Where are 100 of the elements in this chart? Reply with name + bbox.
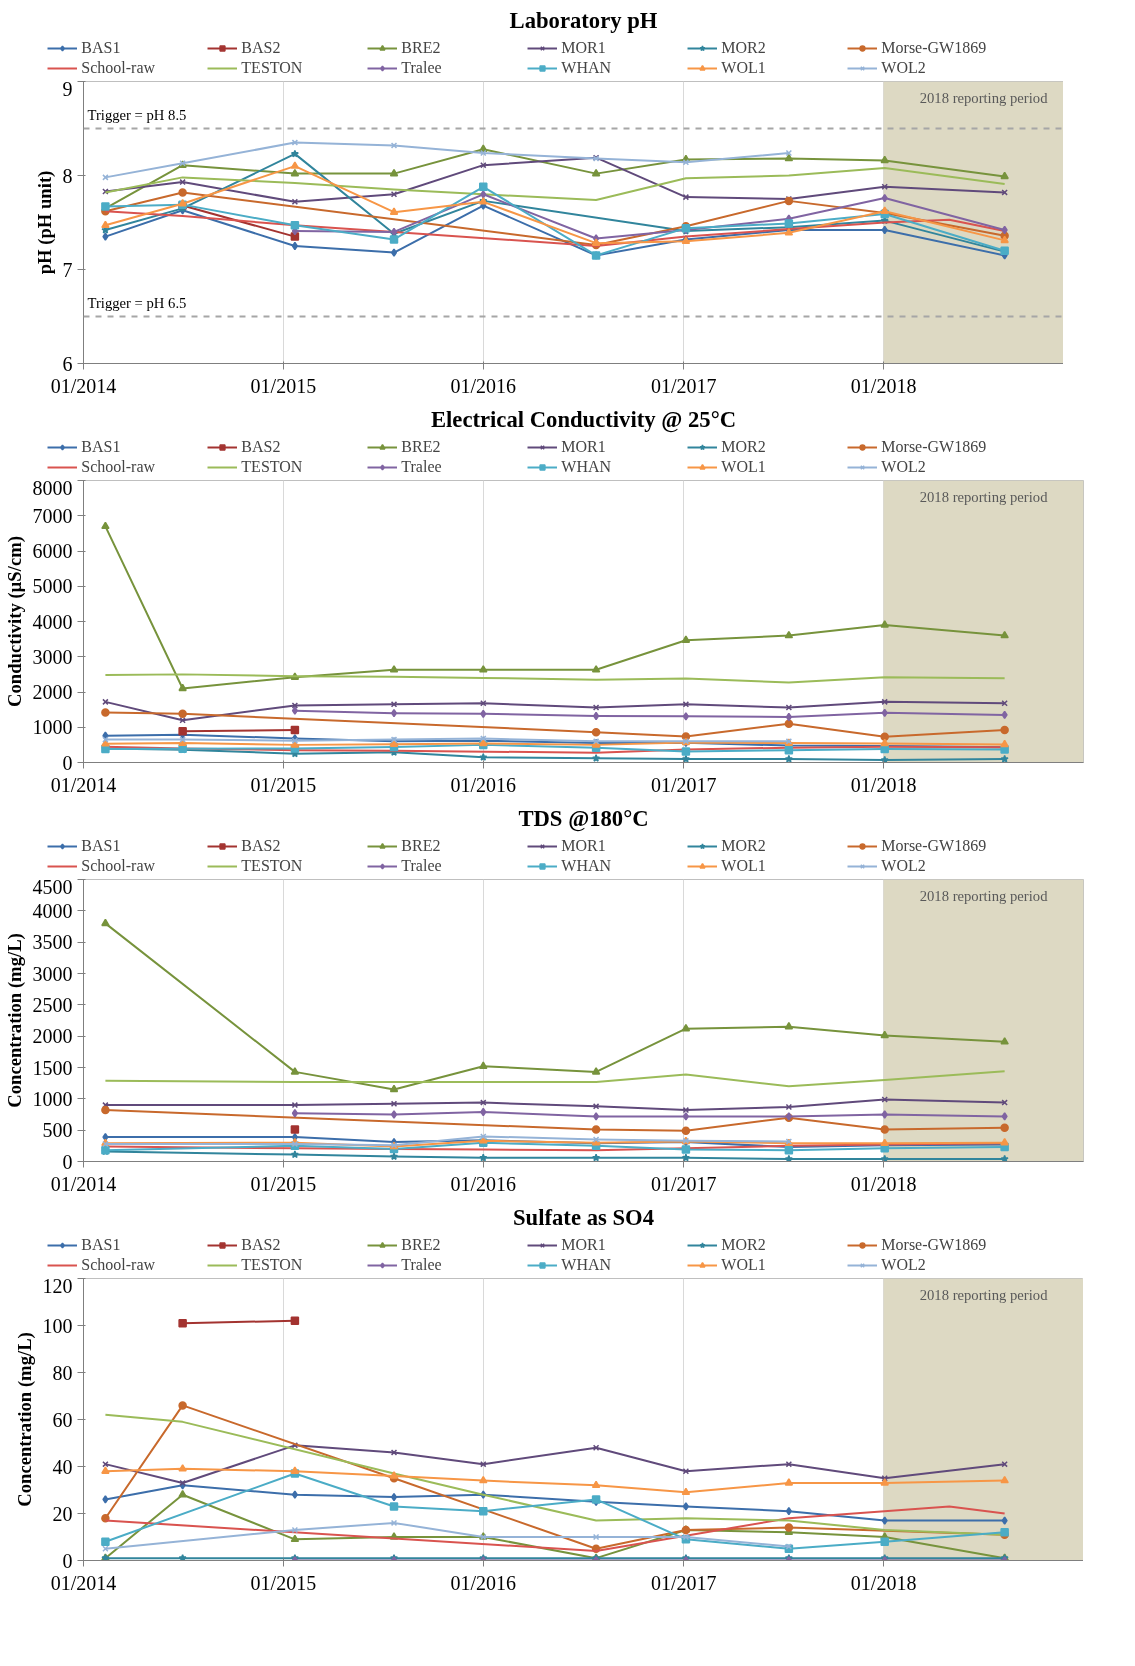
chart-title: TDS @180°C xyxy=(518,805,649,832)
legend-label: School-raw xyxy=(81,857,157,875)
legend-label: WOL1 xyxy=(721,857,767,875)
legend-label: WOL1 xyxy=(721,458,767,476)
y-tick-label: 3000 xyxy=(32,645,73,668)
legend-label: BAS1 xyxy=(81,438,122,456)
legend-label: Morse-GW1869 xyxy=(881,39,988,57)
legend-label: MOR1 xyxy=(561,837,607,855)
band-label: 2018 reporting period xyxy=(919,89,1049,106)
x-tick-label: 01/2014 xyxy=(50,773,117,796)
legend-label: WOL2 xyxy=(881,1256,927,1274)
y-tick-label: 0 xyxy=(62,1549,73,1572)
x-tick-label: 01/2015 xyxy=(250,773,317,796)
legend-label: MOR2 xyxy=(721,438,767,456)
x-tick-label: 01/2014 xyxy=(50,374,117,397)
y-axis-title: Conductivity (µS/cm) xyxy=(3,536,26,707)
legend-label: TESTON xyxy=(241,1256,304,1274)
y-tick-label: 0 xyxy=(62,1150,73,1173)
y-tick-label: 5000 xyxy=(32,575,73,598)
y-tick-label: 6000 xyxy=(32,540,73,562)
x-tick-label: 01/2018 xyxy=(850,374,917,397)
legend-label: WOL1 xyxy=(721,59,767,77)
y-tick-label: 3000 xyxy=(32,962,73,985)
y-tick-label: 3500 xyxy=(32,931,73,954)
legend-label: School-raw xyxy=(81,1256,157,1274)
x-tick-label: 01/2018 xyxy=(850,773,917,796)
chart-title: Sulfate as SO4 xyxy=(513,1204,654,1230)
x-tick-label: 01/2014 xyxy=(50,1172,117,1195)
legend-label: BAS2 xyxy=(241,837,282,855)
legend-label: BAS2 xyxy=(241,438,282,456)
y-tick-label: 2500 xyxy=(32,993,73,1016)
y-tick-label: 7 xyxy=(62,258,73,281)
legend-label: School-raw xyxy=(81,458,157,476)
legend-label: Morse-GW1869 xyxy=(881,438,988,456)
legend-label: WOL2 xyxy=(881,458,927,476)
y-tick-label: 1500 xyxy=(32,1056,73,1079)
legend-label: WHAN xyxy=(561,857,613,875)
legend-label: MOR2 xyxy=(721,39,767,57)
legend-label: BRE2 xyxy=(401,837,442,855)
y-axis-title: pH (pH unit) xyxy=(33,170,56,275)
y-tick-label: 7000 xyxy=(32,504,73,527)
x-tick-label: 01/2015 xyxy=(250,374,317,397)
y-tick-label: 1000 xyxy=(32,716,73,739)
y-tick-label: 500 xyxy=(42,1119,73,1142)
legend-label: BAS1 xyxy=(81,837,122,855)
ref-line-label: Trigger = pH 8.5 xyxy=(87,106,187,123)
y-tick-label: 80 xyxy=(52,1361,73,1384)
legend-label: Morse-GW1869 xyxy=(881,1236,988,1254)
legend-label: TESTON xyxy=(241,857,304,875)
y-tick-label: 4500 xyxy=(32,875,73,898)
legend-label: MOR2 xyxy=(721,1236,767,1254)
legend-label: WOL1 xyxy=(721,1256,767,1274)
legend-label: BAS2 xyxy=(241,39,282,57)
y-tick-label: 4000 xyxy=(32,899,73,922)
y-tick-label: 120 xyxy=(42,1274,73,1297)
y-tick-label: 0 xyxy=(62,751,73,774)
chart-title: Laboratory pH xyxy=(509,7,658,33)
legend-label: WHAN xyxy=(561,458,613,476)
x-tick-label: 01/2017 xyxy=(650,1571,717,1594)
x-tick-label: 01/2018 xyxy=(850,1571,917,1594)
y-tick-label: 20 xyxy=(52,1502,73,1525)
legend-label: BRE2 xyxy=(401,39,442,57)
ref-line-label: Trigger = pH 6.5 xyxy=(87,294,187,311)
x-tick-label: 01/2015 xyxy=(250,1172,317,1195)
y-tick-label: 60 xyxy=(52,1408,73,1431)
y-tick-label: 9 xyxy=(62,77,73,100)
y-tick-label: 2000 xyxy=(32,1025,73,1048)
x-tick-label: 01/2016 xyxy=(450,1172,517,1195)
x-tick-label: 01/2017 xyxy=(650,1172,717,1195)
legend-label: Tralee xyxy=(401,458,443,476)
legend-label: TESTON xyxy=(241,59,304,77)
legend-label: MOR1 xyxy=(561,1236,607,1254)
legend-label: MOR1 xyxy=(561,39,607,57)
legend-label: BAS2 xyxy=(241,1236,282,1254)
legend-label: BRE2 xyxy=(401,438,442,456)
y-tick-label: 4000 xyxy=(32,610,73,633)
legend-label: WOL2 xyxy=(881,857,927,875)
y-axis-title: Concentration (mg/L) xyxy=(3,933,26,1108)
x-tick-label: 01/2014 xyxy=(50,1571,117,1594)
y-tick-label: 8 xyxy=(62,164,73,187)
x-tick-label: 01/2017 xyxy=(650,374,717,397)
legend-label: MOR1 xyxy=(561,438,607,456)
x-tick-label: 01/2016 xyxy=(450,1571,517,1594)
y-axis-title: Concentration (mg/L) xyxy=(13,1332,36,1507)
chart-title: Electrical Conductivity @ 25°C xyxy=(430,406,737,433)
legend-label: Morse-GW1869 xyxy=(881,837,988,855)
x-tick-label: 01/2016 xyxy=(450,374,517,397)
y-tick-label: 2000 xyxy=(32,681,73,703)
band-label: 2018 reporting period xyxy=(919,887,1049,904)
band-label: 2018 reporting period xyxy=(919,488,1049,505)
y-tick-label: 6 xyxy=(62,352,73,375)
y-tick-label: 40 xyxy=(52,1455,73,1478)
legend-label: WHAN xyxy=(561,59,613,77)
x-tick-label: 01/2017 xyxy=(650,773,717,796)
legend-label: BAS1 xyxy=(81,1236,122,1254)
legend-label: School-raw xyxy=(81,59,157,77)
legend-label: BRE2 xyxy=(401,1236,442,1254)
legend-label: Tralee xyxy=(401,59,443,77)
x-tick-label: 01/2016 xyxy=(450,773,517,796)
legend-label: TESTON xyxy=(241,458,304,476)
